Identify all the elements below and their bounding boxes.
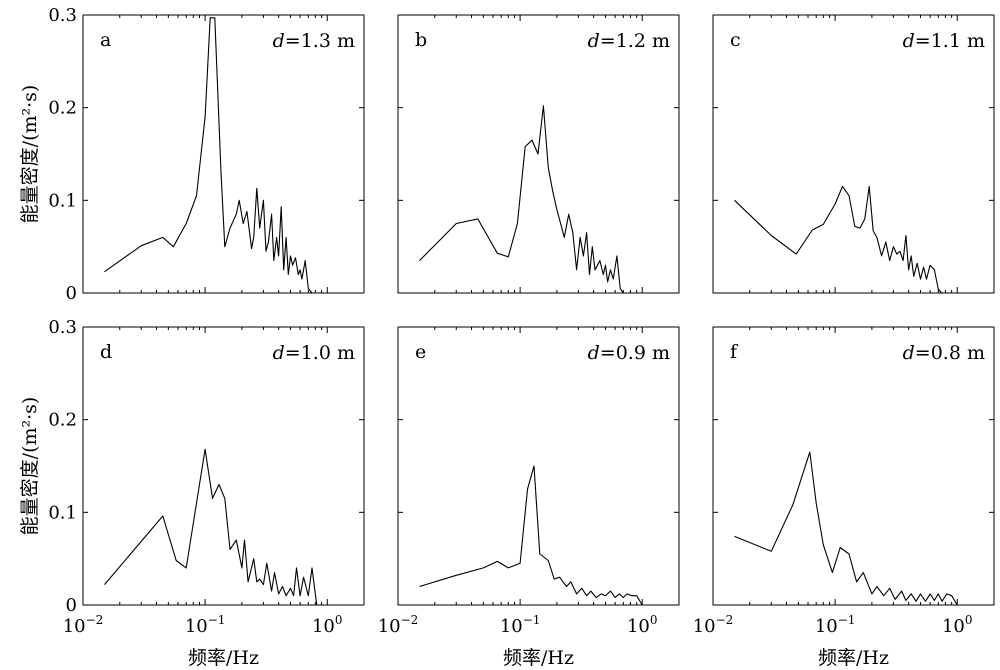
y-tick-label: 0.1 xyxy=(48,190,77,211)
y-tick-label: 0 xyxy=(66,595,77,616)
y-tick-label: 0.2 xyxy=(48,410,77,431)
depth-label: d=1.2 m xyxy=(588,30,670,52)
plot-frame xyxy=(397,326,680,606)
plot-frame xyxy=(82,14,365,294)
x-axis-label: 频率/Hz xyxy=(818,647,889,669)
x-tick-label: 10−1 xyxy=(185,613,226,637)
x-tick-label: 10−2 xyxy=(378,613,419,637)
y-tick-label: 0.1 xyxy=(48,502,77,523)
depth-label: d=0.8 m xyxy=(903,342,985,364)
plot-frame xyxy=(82,326,365,606)
panel-c: c d=1.1 m xyxy=(712,14,995,294)
spectrum-line xyxy=(734,451,994,606)
spectrum-line xyxy=(419,105,679,294)
x-tick-label: 10−1 xyxy=(500,613,541,637)
y-axis-label: 能量密度/(m²·s) xyxy=(19,397,41,536)
panel-f: 10−2 10−1 100 f d=0.8 m xyxy=(693,326,995,637)
spectrum-line xyxy=(104,448,364,606)
panel-letter: d xyxy=(100,341,112,363)
x-tick-label: 10−2 xyxy=(693,613,734,637)
depth-label: d=1.1 m xyxy=(903,30,985,52)
spectrum-line xyxy=(734,185,994,294)
depth-label: d=1.0 m xyxy=(273,342,355,364)
depth-label: d=1.3 m xyxy=(273,30,355,52)
spectrum-line xyxy=(104,17,364,294)
y-tick-label: 0.3 xyxy=(48,5,77,26)
plot-frame xyxy=(712,326,995,606)
spectrum-line xyxy=(419,465,679,606)
panel-b: b d=1.2 m xyxy=(397,14,680,294)
depth-label: d=0.9 m xyxy=(588,342,670,364)
plot-frame xyxy=(397,14,680,294)
x-axis-label: 频率/Hz xyxy=(503,647,574,669)
panel-e: 10−2 10−1 100 e d=0.9 m xyxy=(378,326,680,637)
panel-letter: f xyxy=(730,341,739,363)
x-axis-label: 频率/Hz xyxy=(188,647,259,669)
panel-a: 0 0.1 0.2 0.3 a d=1.3 m xyxy=(48,5,365,304)
x-tick-label: 100 xyxy=(627,613,658,637)
x-tick-label: 100 xyxy=(312,613,343,637)
y-tick-label: 0.3 xyxy=(48,317,77,338)
plot-frame xyxy=(712,14,995,294)
x-tick-label: 10−2 xyxy=(63,613,104,637)
y-tick-label: 0.2 xyxy=(48,98,77,119)
panel-d: 0 0.1 0.2 0.3 10−2 10−1 100 d d=1.0 m xyxy=(48,317,365,637)
y-axis-label: 能量密度/(m²·s) xyxy=(19,85,41,224)
x-tick-label: 100 xyxy=(942,613,973,637)
panel-letter: a xyxy=(100,29,111,51)
panel-letter: c xyxy=(730,29,741,51)
panel-letter: b xyxy=(415,29,427,51)
panel-letter: e xyxy=(415,341,426,363)
y-tick-label: 0 xyxy=(66,283,77,304)
x-tick-label: 10−1 xyxy=(815,613,856,637)
